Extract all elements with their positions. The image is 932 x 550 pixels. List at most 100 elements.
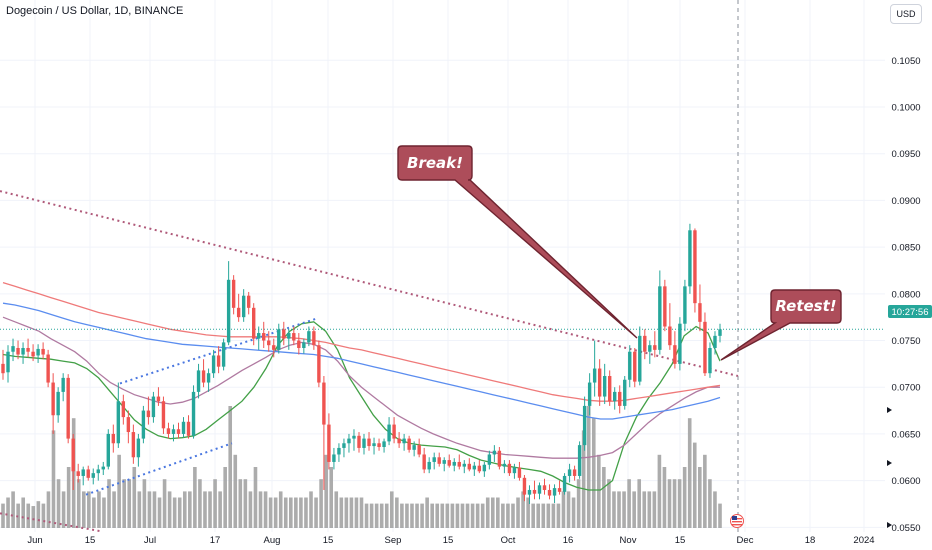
- volume-bar: [167, 491, 172, 528]
- volume-bar: [369, 503, 374, 528]
- currency-button[interactable]: USD: [890, 4, 922, 24]
- event-flag-icon[interactable]: [730, 514, 744, 528]
- price-tick-label: 0.0800: [891, 289, 920, 300]
- candle-body: [377, 443, 381, 448]
- volume-bar: [329, 467, 334, 528]
- time-tick-label: Sep: [385, 535, 402, 546]
- volume-bar: [228, 406, 233, 528]
- candle-body: [6, 351, 10, 373]
- volume-bar: [21, 497, 25, 528]
- break-callout[interactable]: Break!: [397, 145, 638, 339]
- volume-bar: [571, 497, 576, 528]
- candle-body: [332, 454, 336, 462]
- axis-marker-icon: [887, 460, 892, 466]
- candle-body: [422, 454, 426, 470]
- candle-body: [678, 323, 682, 364]
- volume-bar: [339, 497, 344, 528]
- candle-body: [231, 279, 236, 308]
- candle-body: [412, 445, 416, 450]
- lower-trendline: [0, 512, 101, 533]
- volume-bar: [561, 491, 566, 528]
- candle-body: [186, 421, 191, 436]
- time-tick-label: Dec: [737, 535, 754, 546]
- candle-body: [613, 391, 617, 402]
- volume-bar: [354, 497, 359, 528]
- candle-body: [36, 348, 40, 356]
- ma_blue-line: [2, 302, 721, 420]
- candle-body: [522, 477, 527, 495]
- volume-bar: [490, 497, 495, 528]
- volume-bar: [41, 503, 46, 528]
- volume-bar: [294, 497, 298, 528]
- volume-bar: [435, 503, 440, 528]
- candle-body: [382, 441, 386, 448]
- candle-body: [507, 463, 512, 474]
- volume-bar: [66, 467, 71, 528]
- time-axis[interactable]: Jun 15 Jul 17 Aug 15 Sep 15 Oct 16 Nov 15 Dec 18 2024: [27, 535, 874, 546]
- retest-callout[interactable]: Retest!: [720, 289, 842, 361]
- volume-bar: [122, 479, 126, 528]
- volume-bar: [344, 497, 349, 528]
- volume-bar: [450, 503, 455, 528]
- candle-body: [362, 438, 366, 448]
- candle-body: [442, 460, 446, 464]
- volume-bar: [137, 491, 142, 528]
- candle-body: [226, 279, 231, 343]
- candle-body: [201, 370, 206, 383]
- candle-body: [297, 340, 301, 348]
- candle-body: [317, 345, 321, 383]
- volume-bar: [718, 503, 722, 528]
- candle-body: [21, 347, 25, 355]
- volume-bar: [652, 491, 657, 528]
- candle-body: [76, 471, 80, 476]
- volume-bar: [682, 467, 687, 528]
- candle-body: [512, 467, 517, 474]
- candle-body: [292, 333, 296, 341]
- candle-body: [658, 286, 662, 350]
- candle-body: [81, 469, 85, 476]
- candle-body: [372, 443, 376, 447]
- volume-bar: [556, 503, 561, 528]
- volume-bar: [662, 467, 667, 528]
- volume-bar: [299, 497, 303, 528]
- candle-body: [427, 461, 431, 470]
- volume-bar: [536, 503, 541, 528]
- break-callout-shape: [397, 145, 638, 339]
- candle-body: [437, 457, 441, 464]
- candle-body: [562, 475, 567, 492]
- volume-bar: [172, 497, 177, 528]
- volume-bar: [31, 506, 36, 528]
- candle-body: [111, 433, 116, 444]
- volume-bar: [248, 491, 253, 528]
- candle-body: [337, 447, 341, 455]
- volume-bar: [395, 497, 399, 528]
- candle-body: [11, 346, 15, 352]
- volume-bar: [602, 467, 606, 528]
- channel-upper: [119, 317, 319, 385]
- candle-body: [161, 401, 166, 429]
- candle-body: [26, 347, 30, 352]
- time-tick-label: Nov: [620, 535, 637, 546]
- volume-bar: [127, 479, 132, 528]
- volume-bar: [46, 491, 51, 528]
- volume-bar: [188, 491, 192, 528]
- volume-bar: [511, 503, 515, 528]
- volume-bar: [516, 497, 520, 528]
- volume-bar: [566, 491, 571, 528]
- volume-bar: [243, 479, 248, 528]
- candle-body: [181, 421, 186, 434]
- candle-body: [713, 335, 717, 348]
- time-tick-label: 15: [675, 535, 686, 546]
- candle-body: [277, 329, 281, 350]
- volume-bar: [273, 497, 278, 528]
- volume-bar: [51, 430, 56, 528]
- candle-body: [352, 435, 356, 439]
- candle-body: [312, 331, 316, 346]
- price-axis[interactable]: 0.0550 0.0600 0.0650 0.0700 0.0750 0.0800 0.08…: [887, 56, 921, 534]
- volume-bar: [445, 503, 450, 528]
- price-tick-label: 0.0700: [891, 383, 920, 394]
- time-tick-label: 17: [210, 535, 221, 546]
- candle-body: [71, 438, 75, 472]
- candle-body: [452, 461, 456, 466]
